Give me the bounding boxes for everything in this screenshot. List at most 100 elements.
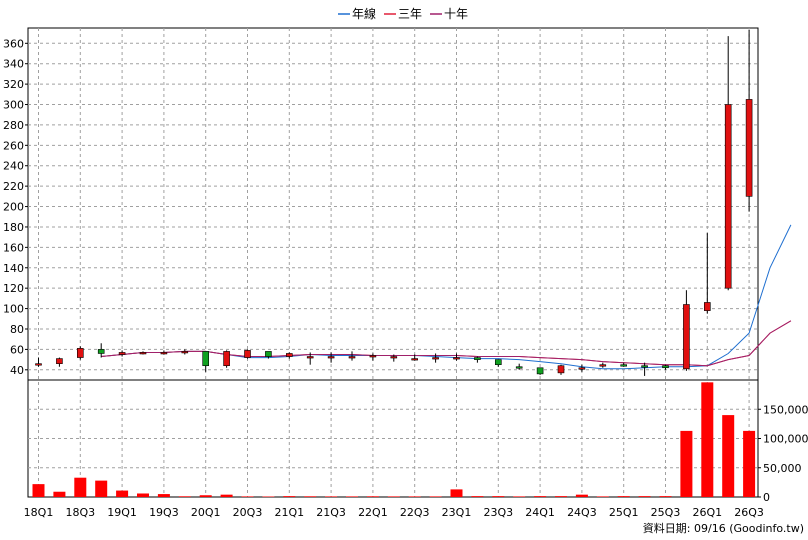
candle-body (494, 359, 502, 365)
volume-bar (366, 496, 379, 497)
volume-bar (450, 489, 463, 497)
candle (285, 352, 293, 359)
candle (160, 350, 168, 355)
candle-body (306, 356, 314, 359)
candle-body (139, 352, 147, 355)
candle (244, 349, 251, 359)
volume-bar (534, 496, 547, 497)
price-tick-label: 320 (3, 78, 24, 91)
quarter-label: 20Q3 (233, 506, 263, 519)
candle (432, 353, 439, 363)
price-axis: 40 60 80 100 120 140 160 180 200 220 240 260 280 300 3… (3, 37, 28, 377)
candle (327, 352, 335, 363)
price-tick-label: 60 (10, 343, 24, 356)
candle-body (683, 304, 690, 370)
legend-label-3yr: 三年 (398, 7, 422, 21)
candle (97, 343, 105, 358)
candle-body (557, 365, 565, 374)
candle-body (97, 349, 105, 354)
candle-body (223, 351, 230, 367)
legend-label-annual: 年線 (352, 6, 376, 21)
candle (202, 351, 209, 372)
candle-body (56, 358, 63, 364)
volume-bar (74, 477, 87, 497)
volume-bar (32, 484, 45, 497)
price-plot-frame (27, 27, 759, 381)
candle-body (118, 352, 126, 355)
candle (641, 362, 648, 376)
candle-body (474, 357, 481, 360)
candle (724, 36, 732, 291)
volume-bar (157, 494, 170, 497)
candle (703, 233, 711, 314)
volume-bar (638, 496, 651, 497)
candle (139, 351, 147, 355)
volume-bar (701, 382, 714, 497)
volume-bar (429, 496, 442, 497)
price-tick-label: 40 (10, 364, 24, 377)
volume-bar (659, 496, 672, 497)
quarter-label: 25Q1 (609, 506, 639, 519)
quarter-label: 21Q3 (316, 506, 346, 519)
candle (223, 350, 230, 368)
quarter-label: 18Q1 (24, 506, 54, 519)
quarter-label: 26Q1 (692, 506, 722, 519)
volume-bar (471, 496, 484, 497)
candle (515, 363, 523, 370)
price-tick-label: 220 (3, 180, 24, 193)
candle-body (160, 352, 168, 355)
price-tick-label: 300 (3, 99, 24, 112)
candle (474, 356, 481, 363)
candle (620, 362, 628, 367)
candle-body (369, 355, 377, 358)
volume-bar (387, 496, 400, 497)
candle (56, 357, 63, 367)
candle-body (327, 356, 335, 359)
volume-bar (283, 496, 296, 497)
volume-bar (53, 491, 66, 497)
quarter-label: 22Q3 (400, 506, 430, 519)
volume-tick-label: 0 (763, 491, 770, 504)
candle (453, 353, 460, 361)
moving-average-lines (101, 224, 792, 370)
legend: 年線 三年 十年 (338, 6, 468, 21)
candle (557, 364, 565, 375)
quarter-label: 25Q3 (651, 506, 681, 519)
volume-bar (241, 496, 254, 497)
volume-bar (492, 496, 505, 497)
candle-body (703, 302, 711, 311)
price-tick-label: 360 (3, 37, 24, 50)
volume-bar (513, 496, 526, 497)
volume-bar (137, 493, 149, 497)
candle-body (453, 357, 460, 360)
grid-lines (28, 28, 758, 497)
volume-bar (722, 415, 735, 497)
quarter-label: 26Q3 (734, 506, 764, 519)
volume-bar (220, 494, 233, 497)
data-date-footer: 資料日期: 09/16 (Goodinfo.tw) (643, 521, 804, 535)
volume-bar (617, 496, 630, 497)
quarter-label: 22Q1 (358, 506, 388, 519)
quarter-label: 23Q3 (483, 506, 513, 519)
candle-body (181, 351, 189, 354)
quarter-label: 24Q1 (525, 506, 555, 519)
price-tick-label: 280 (3, 119, 24, 132)
quarter-label: 21Q1 (274, 506, 304, 519)
quarter-label: 23Q1 (442, 506, 472, 519)
candle (599, 362, 607, 368)
volume-bar (116, 490, 129, 497)
ma-line-2 (101, 320, 792, 367)
candle (578, 364, 586, 372)
candle-body (390, 356, 398, 359)
volume-bar (325, 496, 338, 497)
price-tick-label: 240 (3, 160, 24, 173)
candle (77, 346, 84, 360)
candle (369, 353, 377, 361)
candle-body (662, 365, 669, 369)
legend-label-10yr: 十年 (444, 7, 468, 21)
candle (348, 351, 356, 361)
candlesticks (35, 30, 753, 376)
candle-body (578, 367, 586, 370)
volume-bar (408, 496, 421, 497)
quarter-label: 24Q3 (567, 506, 597, 519)
